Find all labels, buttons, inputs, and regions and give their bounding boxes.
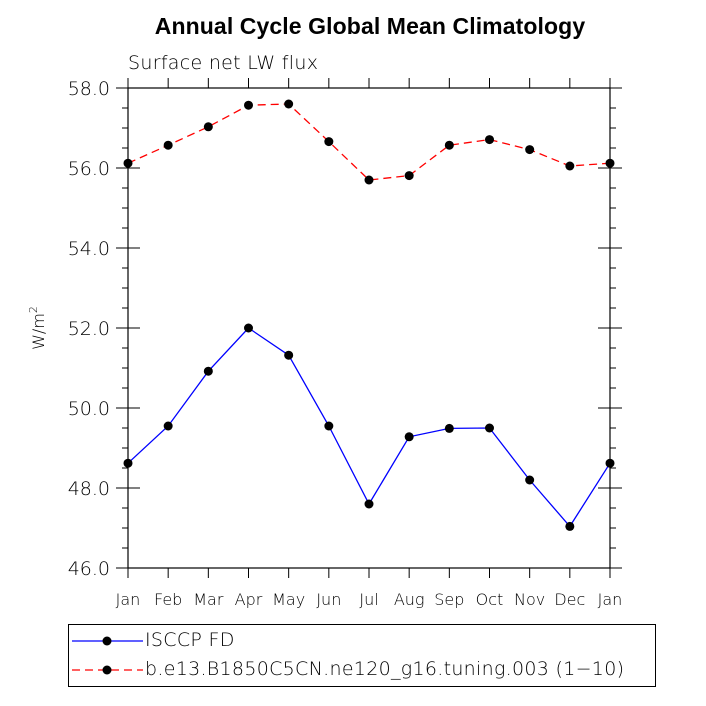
series-0-point: [123, 458, 133, 468]
series-1-point: [163, 140, 173, 150]
series-1-point: [364, 175, 374, 185]
series-0-point: [284, 350, 294, 360]
series-1-point: [485, 135, 494, 145]
series-0-point: [605, 458, 615, 468]
series-1-point: [284, 99, 294, 109]
series-line-0: [127, 327, 611, 528]
legend-marker-model: [72, 665, 143, 675]
y-axis-label-superscript: 2: [27, 306, 40, 313]
series-1-point: [244, 100, 253, 110]
series-0-point: [364, 499, 374, 509]
x-tick-label: Apr: [235, 590, 263, 609]
series-0-point: [404, 432, 414, 442]
series-1-point: [404, 171, 414, 181]
x-tick-label: Jan: [116, 590, 141, 609]
series-layer: [123, 99, 615, 531]
x-tick-label: Aug: [394, 590, 425, 609]
series-0-point: [324, 421, 334, 431]
legend-item-model: b.e13.B1850C5CN.ne120_g16.tuning.003 (1−…: [69, 656, 655, 684]
x-tick-label: Mar: [193, 590, 224, 609]
chart-subtitle: Surface net LW flux: [128, 52, 319, 74]
series-1-point: [565, 161, 575, 171]
series-0-point: [163, 421, 173, 431]
series-0-point: [244, 323, 253, 333]
y-tick-label: 56.0: [68, 158, 110, 180]
legend: ISCCP FD b.e13.B1850C5CN.ne120_g16.tunin…: [68, 624, 656, 687]
series-1-point: [525, 145, 535, 155]
y-tick-label: 54.0: [68, 238, 110, 260]
x-tick-label: Dec: [554, 590, 585, 609]
legend-item-isccp: ISCCP FD: [69, 627, 655, 655]
series-0-point: [485, 423, 494, 433]
y-tick-label: 50.0: [68, 398, 110, 420]
axis-ticks: [116, 78, 622, 578]
series-1-point: [203, 122, 213, 132]
y-tick-label: 52.0: [68, 318, 110, 340]
y-tick-label: 46.0: [68, 558, 110, 580]
legend-label-isccp: ISCCP FD: [145, 629, 235, 651]
y-tick-label: 58.0: [68, 78, 110, 100]
y-tick-labels: 46.0 48.0 50.0 52.0 54.0 56.0 58.0: [68, 78, 110, 580]
series-0-point: [565, 521, 575, 531]
x-tick-label: Jul: [359, 590, 378, 609]
x-tick-label: Oct: [476, 590, 504, 609]
x-tick-label: Feb: [154, 590, 182, 609]
plot-frame: [127, 87, 611, 569]
x-tick-labels: Jan Feb Mar Apr May Jun Jul Aug Sep Oct Nov Dec Jan: [116, 590, 623, 609]
x-tick-label: Jan: [598, 590, 623, 609]
x-tick-label: May: [272, 590, 305, 609]
series-0-point: [525, 475, 535, 485]
x-tick-label: Nov: [514, 590, 545, 609]
series-0-point: [444, 423, 454, 433]
series-1-point: [324, 137, 334, 147]
chart-title: Annual Cycle Global Mean Climatology: [154, 13, 586, 39]
y-axis-label: W/m2: [27, 306, 48, 350]
x-tick-label: Sep: [434, 590, 464, 609]
series-line-1: [127, 103, 611, 181]
legend-marker-isccp: [72, 636, 143, 646]
y-tick-label: 48.0: [68, 478, 110, 500]
series-1-point: [444, 140, 454, 150]
y-axis-label-text: W/m: [29, 313, 48, 350]
series-1-point: [605, 158, 615, 168]
series-0-point: [203, 366, 213, 376]
legend-label-model: b.e13.B1850C5CN.ne120_g16.tuning.003 (1−…: [145, 658, 625, 680]
series-1-point: [123, 158, 133, 168]
x-tick-label: Jun: [316, 590, 341, 609]
